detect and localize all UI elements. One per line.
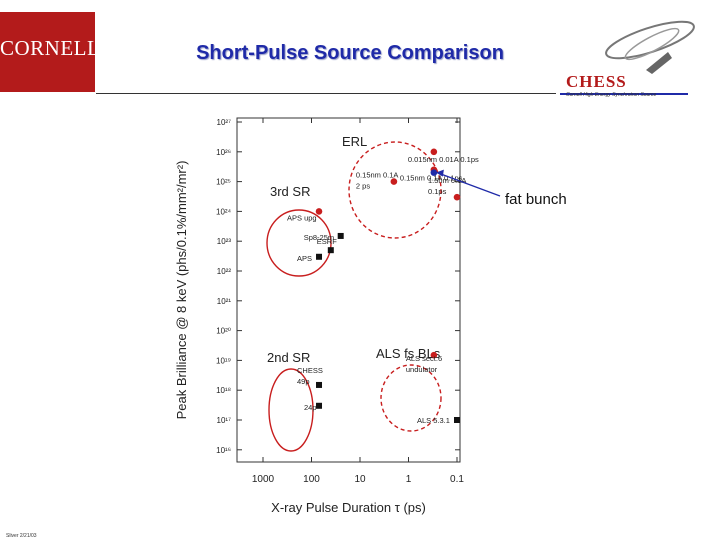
annotation-text: fat bunch [505,191,567,208]
point-label: APS upg [287,213,317,222]
point-label: 1.5nm 0.1A [428,176,466,185]
point-label: APS [297,254,312,263]
point-label: 49p [297,377,310,386]
square-marker [316,381,323,388]
point-label: 0.15nm 0.1A [356,171,399,180]
point-label: ALS 5.3.1 [417,416,450,425]
point-label: undulator [406,365,438,374]
x-axis-label: X-ray Pulse Duration τ (ps) [271,500,426,515]
x-tick-label: 100 [303,474,320,485]
y-tick-label: 10¹⁸ [216,386,231,395]
group-regions: ERL 3rd SR 2nd SR ALS fs BLs [266,134,442,452]
y-tick-label: 10²⁷ [217,118,232,127]
group-ellipse [380,364,442,432]
y-tick-label: 10¹⁹ [216,356,231,365]
annotations: fat bunch [435,169,567,208]
group-ellipse [348,141,442,239]
x-tick-label: 10 [354,474,366,485]
group-title: ERL [342,134,367,149]
annotation-arrowhead [435,169,444,177]
plot-frame [236,117,461,463]
square-marker [327,247,334,254]
x-tick-label: 1000 [252,474,275,485]
square-marker [316,253,323,260]
y-axis: 10²⁷ 10²⁶ 10²⁵ 10²⁴ 10²³ 10²² 10²¹ 10²⁰ 10¹⁹ 10¹⁸… [216,118,460,455]
circle-marker [315,208,323,215]
cornell-logo [0,12,95,92]
chess-logo: CHESS [566,72,627,91]
y-tick-label: 10²⁶ [216,148,231,157]
x-tick-label: 1 [406,474,412,485]
square-marker [337,232,344,239]
annotation-arrow [439,173,501,197]
circle-marker [453,193,461,201]
point-label: 0.1ps [428,187,447,196]
group-ellipse [268,368,314,452]
point-label: 2 ps [356,182,370,191]
point-label: CHESS [297,366,323,375]
square-marker [316,402,323,409]
circle-marker [430,169,438,176]
cornell-logo-text: CORNELL [0,36,101,60]
point-label: ESRF [317,237,337,246]
group-ellipse [266,209,332,277]
y-tick-label: 10¹⁷ [217,416,232,425]
y-tick-label: 10²¹ [217,297,232,306]
group-title: 3rd SR [270,184,310,199]
footer-date: Sliver 2/21/03 [6,533,37,539]
chess-subtitle: Cornell High Energy Synchrotron Source [566,92,657,98]
square-marker [454,417,460,423]
y-tick-label: 10²⁴ [216,207,232,216]
y-tick-label: 10²² [217,267,232,276]
point-label: 0.15nm 0.1A 0.1ps [400,174,463,183]
y-tick-label: 10¹⁶ [216,446,231,455]
x-tick-label: 0.1 [450,474,464,485]
circle-marker [430,351,438,359]
point-label: 0.015nm 0.01A 0.1ps [408,155,479,164]
y-axis-label: Peak Brilliance @ 8 keV (phs/0.1%/mm²/mr… [174,161,189,420]
page-title: Short-Pulse Source Comparison [196,42,504,64]
point-label: 24p [304,403,317,412]
point-label: Sp8-25m [304,233,334,242]
title-divider [96,93,556,94]
y-tick-label: 10²⁰ [216,327,231,336]
point-label: ALS sect.6 [406,354,442,363]
group-title: ALS fs BLs [376,346,441,361]
group-title: 2nd SR [267,350,310,365]
x-axis: 1000 100 10 1 0.1 [252,118,464,485]
circle-marker [430,148,438,156]
chess-divider [560,93,688,95]
circle-marker [390,178,398,185]
y-tick-label: 10²⁵ [216,178,231,187]
y-tick-label: 10²³ [217,237,232,246]
